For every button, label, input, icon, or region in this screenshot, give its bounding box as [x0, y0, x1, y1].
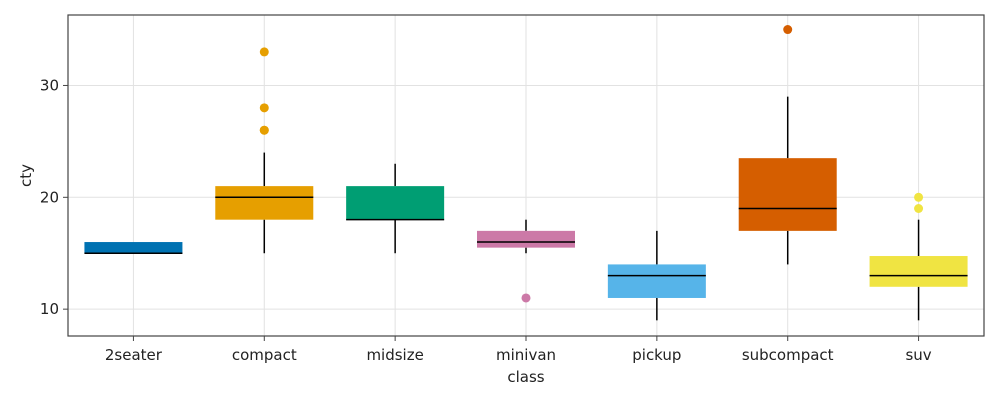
box-minivan	[477, 219, 575, 303]
outlier-point	[914, 192, 924, 202]
box-midsize	[346, 163, 445, 254]
outlier-point	[259, 103, 269, 113]
outlier-point	[259, 47, 269, 57]
grid-lines	[68, 15, 984, 336]
x-tick-label: suv	[905, 346, 931, 364]
y-axis-ticks: 10 20 30	[40, 76, 68, 318]
y-axis-title: cty	[17, 164, 35, 187]
x-tick-label: subcompact	[742, 346, 834, 364]
x-tick-label: minivan	[496, 346, 556, 364]
outlier-point	[259, 125, 269, 135]
x-tick-label: compact	[232, 346, 297, 364]
y-tick-label: 20	[40, 188, 59, 206]
box-body	[477, 230, 575, 248]
boxes	[84, 25, 968, 321]
box-body	[84, 242, 183, 254]
box-pickup	[607, 230, 706, 321]
box-body	[215, 186, 314, 220]
box-subcompact	[738, 25, 837, 265]
x-axis-title: class	[507, 368, 544, 386]
box-body	[607, 264, 706, 298]
outlier-point	[914, 203, 924, 213]
box-body	[346, 186, 445, 220]
y-tick-label: 30	[40, 76, 59, 94]
x-axis-ticks: 2seater compact midsize minivan pickup subcom…	[105, 336, 932, 364]
x-tick-label: midsize	[366, 346, 423, 364]
box-body	[869, 256, 968, 287]
box-compact	[215, 47, 314, 254]
box-suv	[869, 192, 968, 321]
x-tick-label: pickup	[632, 346, 681, 364]
outlier-point	[521, 293, 531, 303]
outlier-point	[783, 25, 793, 35]
x-tick-label: 2seater	[105, 346, 163, 364]
box-body	[738, 158, 837, 231]
box-2seater	[84, 242, 183, 254]
y-tick-label: 10	[40, 300, 59, 318]
